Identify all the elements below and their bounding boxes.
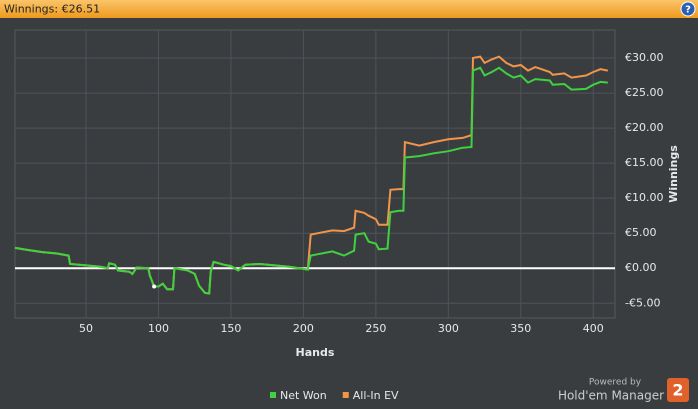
y-tick-label: €5.00 [625, 226, 657, 239]
x-tick-label: 350 [510, 322, 531, 335]
help-icon-text[interactable]: ? [685, 5, 691, 16]
logo [667, 378, 689, 402]
legend-label: Net Won [280, 389, 327, 402]
y-tick-label: €0.00 [625, 261, 657, 274]
y-tick-label: €30.00 [625, 51, 664, 64]
y-tick-label: €15.00 [625, 156, 664, 169]
y-tick-label: €10.00 [625, 191, 664, 204]
x-tick-label: 100 [148, 322, 169, 335]
legend-swatch [270, 392, 276, 398]
legend-label: All-In EV [353, 389, 399, 402]
product-name: Hold'em Manager [558, 389, 664, 403]
x-tick-label: 300 [438, 322, 459, 335]
x-tick-label: 50 [79, 322, 93, 335]
help-icon[interactable] [680, 1, 696, 17]
x-tick-label: 200 [293, 322, 314, 335]
x-tick-label: 250 [365, 322, 386, 335]
plot-area [14, 29, 616, 319]
chart-title: Winnings: €26.51 [4, 3, 100, 16]
legend-swatch [342, 392, 349, 398]
header-bar [0, 0, 698, 18]
x-tick-label: 150 [220, 322, 241, 335]
y-tick-label: €25.00 [625, 86, 664, 99]
x-axis-title: Hands [296, 346, 335, 359]
y-axis-title: Winnings [667, 145, 680, 203]
powered-by: Powered by [589, 378, 642, 388]
y-tick-label: €20.00 [625, 121, 664, 134]
x-tick-label: 400 [583, 322, 604, 335]
point-marker [152, 284, 157, 289]
y-tick-label: -€5.00 [625, 296, 660, 309]
series-line [14, 66, 608, 295]
logo-text: 2 [672, 381, 683, 400]
